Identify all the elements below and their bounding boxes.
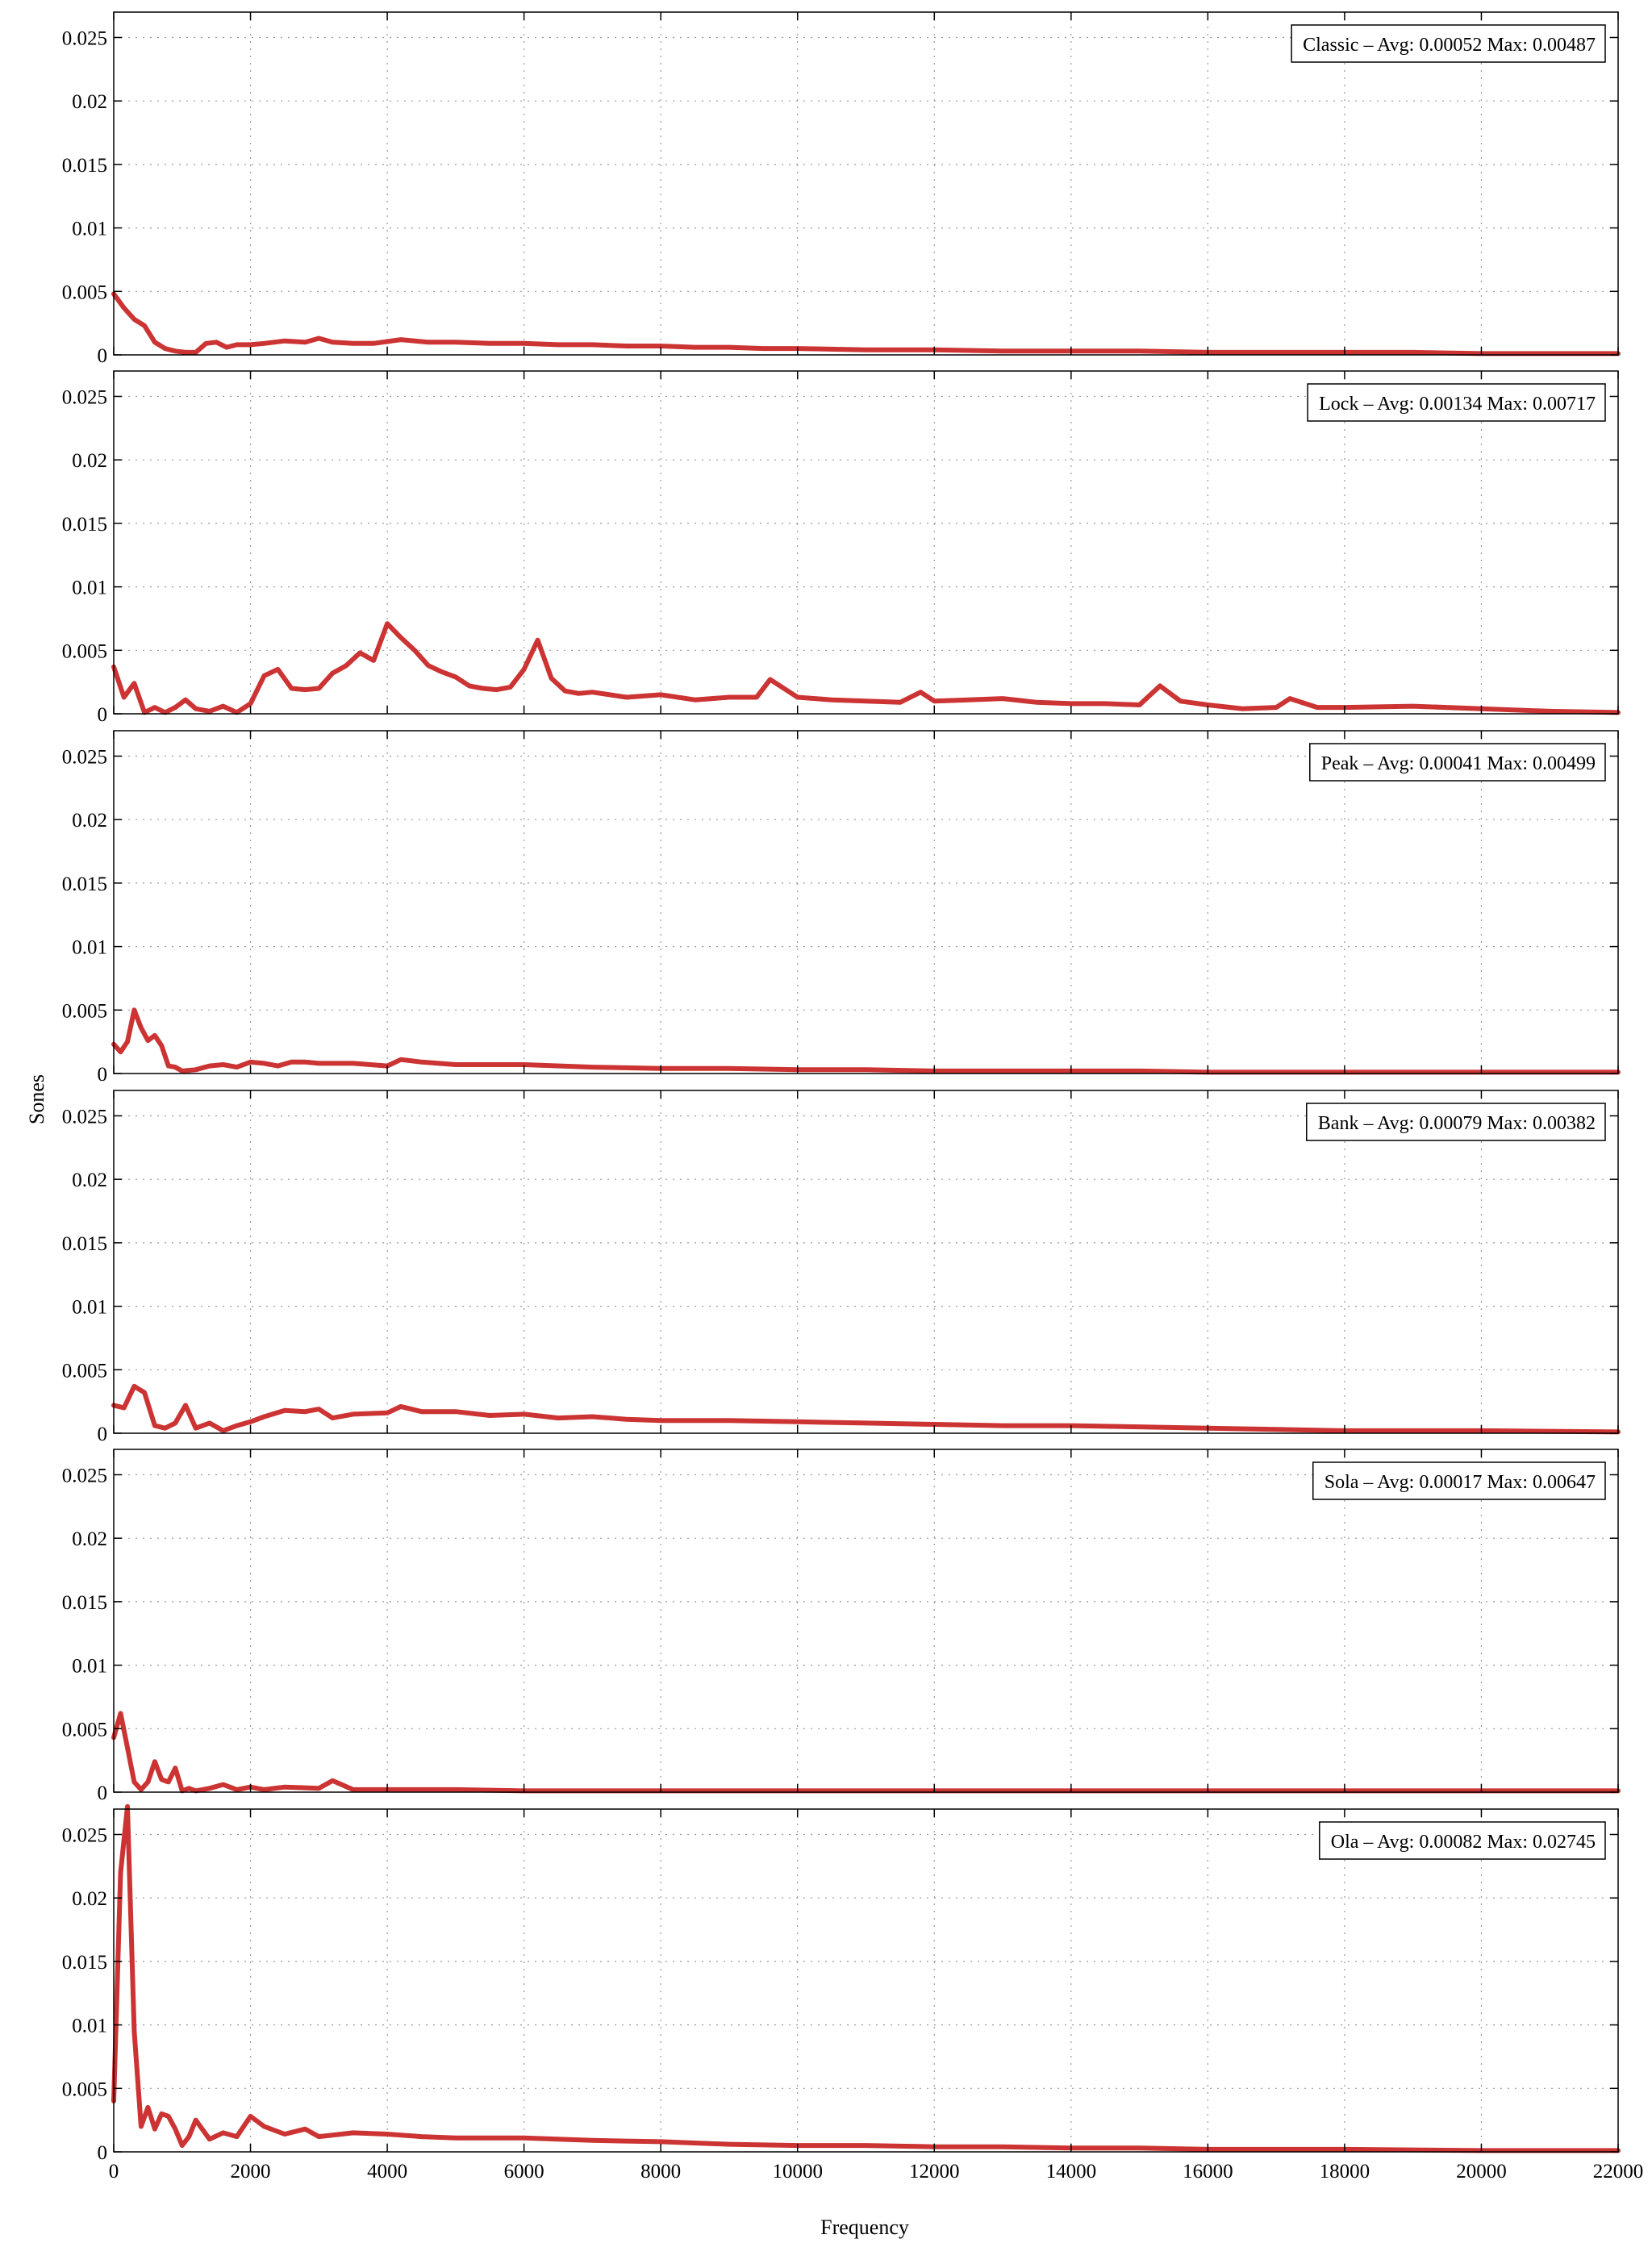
series-line xyxy=(111,1007,1621,1075)
y-tick-label: 0.005 xyxy=(62,2078,107,2100)
y-tick-label: 0.02 xyxy=(72,810,107,832)
legend-label: Classic – Avg: 0.00052 Max: 0.00487 xyxy=(1303,35,1596,56)
legend: Bank – Avg: 0.00079 Max: 0.00382 xyxy=(1306,1103,1606,1141)
y-tick-label: 0.01 xyxy=(72,577,107,599)
y-tick-label: 0 xyxy=(98,1064,108,1086)
x-tick-label: 22000 xyxy=(1593,2161,1644,2183)
legend: Lock – Avg: 0.00134 Max: 0.00717 xyxy=(1307,383,1606,422)
x-tick-label: 16000 xyxy=(1183,2161,1233,2183)
y-tick-label: 0.015 xyxy=(62,1233,107,1255)
x-tick-label: 6000 xyxy=(504,2161,544,2183)
y-tick-label: 0.02 xyxy=(72,1528,107,1550)
legend-box xyxy=(1309,743,1606,782)
y-tick-label: 0.025 xyxy=(62,746,107,768)
y-tick-label: 0.015 xyxy=(62,1592,107,1614)
series-line xyxy=(111,291,1621,356)
chart-panel-1: 0 0.005 0.01 0.015 0.02 0.025 Classic – Avg: 0… xyxy=(62,11,1621,367)
legend: Sola – Avg: 0.00017 Max: 0.00647 xyxy=(1312,1461,1606,1500)
x-tick-label: 0 xyxy=(109,2161,119,2183)
y-tick-label: 0.005 xyxy=(62,1000,107,1022)
y-tick-label: 0.015 xyxy=(62,155,107,177)
x-tick-label: 14000 xyxy=(1046,2161,1097,2183)
x-tick-label: 10000 xyxy=(772,2161,823,2183)
y-tick-label: 0.015 xyxy=(62,514,107,536)
y-tick-label: 0 xyxy=(98,1782,108,1804)
plot-frame xyxy=(113,1090,1619,1434)
y-tick-label: 0 xyxy=(98,345,108,367)
y-tick-label: 0.02 xyxy=(72,91,107,113)
chart-panel-2: 0 0.005 0.01 0.015 0.02 0.025 Lock – Avg: 0.00… xyxy=(62,370,1621,726)
legend: Peak – Avg: 0.00041 Max: 0.00499 xyxy=(1309,743,1606,782)
series-line xyxy=(111,1711,1621,1794)
y-tick-label: 0.015 xyxy=(62,873,107,895)
y-tick-label: 0.01 xyxy=(72,2016,107,2037)
x-tick-label: 20000 xyxy=(1456,2161,1507,2183)
plot-frame xyxy=(113,1449,1619,1793)
y-tick-label: 0.025 xyxy=(62,27,107,49)
y-tick-label: 0.025 xyxy=(62,386,107,408)
legend-box xyxy=(1291,24,1606,63)
y-tick-label: 0.005 xyxy=(62,640,107,662)
legend-label: Lock – Avg: 0.00134 Max: 0.00717 xyxy=(1319,394,1596,415)
y-tick-label: 0.02 xyxy=(72,1888,107,1910)
legend-label: Bank – Avg: 0.00079 Max: 0.00382 xyxy=(1318,1113,1596,1134)
y-tick-label: 0 xyxy=(98,704,108,726)
legend-box xyxy=(1312,1461,1606,1500)
y-tick-label: 0.01 xyxy=(72,937,107,959)
legend-label: Peak – Avg: 0.00041 Max: 0.00499 xyxy=(1321,753,1596,774)
y-tick-label: 0.01 xyxy=(72,219,107,240)
series-line xyxy=(111,1803,1621,2153)
y-tick-label: 0.025 xyxy=(62,1465,107,1486)
y-tick-label: 0.02 xyxy=(72,1169,107,1191)
y-tick-label: 0.01 xyxy=(72,1656,107,1678)
series-line xyxy=(111,1383,1621,1435)
legend-box xyxy=(1319,1821,1606,1860)
chart-panel-6: 0 0.005 0.01 0.015 0.02 0.025 Ola – Avg: 0.000… xyxy=(62,1803,1621,2164)
x-tick-label: 4000 xyxy=(367,2161,407,2183)
y-tick-label: 0 xyxy=(98,2142,108,2164)
chart-panel-4: 0 0.005 0.01 0.015 0.02 0.025 Bank – Avg: 0.00… xyxy=(62,1090,1621,1445)
y-tick-label: 0.005 xyxy=(62,1360,107,1382)
y-axis-title: Sones xyxy=(25,1074,48,1124)
x-axis-title: Frequency xyxy=(820,2216,909,2239)
plot-frame xyxy=(113,370,1619,715)
x-tick-label: 18000 xyxy=(1320,2161,1370,2183)
legend-label: Ola – Avg: 0.00082 Max: 0.02745 xyxy=(1331,1832,1596,1853)
y-tick-label: 0.025 xyxy=(62,1106,107,1128)
y-tick-label: 0.005 xyxy=(62,1719,107,1741)
y-tick-label: 0.01 xyxy=(72,1297,107,1319)
chart-panel-5: 0 0.005 0.01 0.015 0.02 0.025 Sola – Avg: 0.00… xyxy=(62,1449,1621,1804)
y-tick-label: 0.02 xyxy=(72,450,107,472)
series-line xyxy=(111,621,1621,715)
x-tick-label: 8000 xyxy=(640,2161,681,2183)
x-tick-label: 2000 xyxy=(231,2161,271,2183)
chart-panel-3: 0 0.005 0.01 0.015 0.02 0.025 Peak – Avg: 0.00… xyxy=(62,730,1621,1086)
y-tick-label: 0.015 xyxy=(62,1952,107,1974)
legend: Ola – Avg: 0.00082 Max: 0.02745 xyxy=(1319,1821,1606,1860)
legend-label: Sola – Avg: 0.00017 Max: 0.00647 xyxy=(1325,1472,1596,1493)
y-tick-label: 0.005 xyxy=(62,281,107,303)
legend-box xyxy=(1306,1103,1606,1141)
legend: Classic – Avg: 0.00052 Max: 0.00487 xyxy=(1291,24,1606,63)
y-tick-label: 0 xyxy=(98,1424,108,1445)
x-tick-label: 12000 xyxy=(909,2161,960,2183)
legend-box xyxy=(1307,383,1606,422)
plot-frame xyxy=(113,11,1619,356)
y-tick-label: 0.025 xyxy=(62,1824,107,1846)
plot-frame xyxy=(113,730,1619,1074)
plot-frame xyxy=(113,1808,1619,2153)
